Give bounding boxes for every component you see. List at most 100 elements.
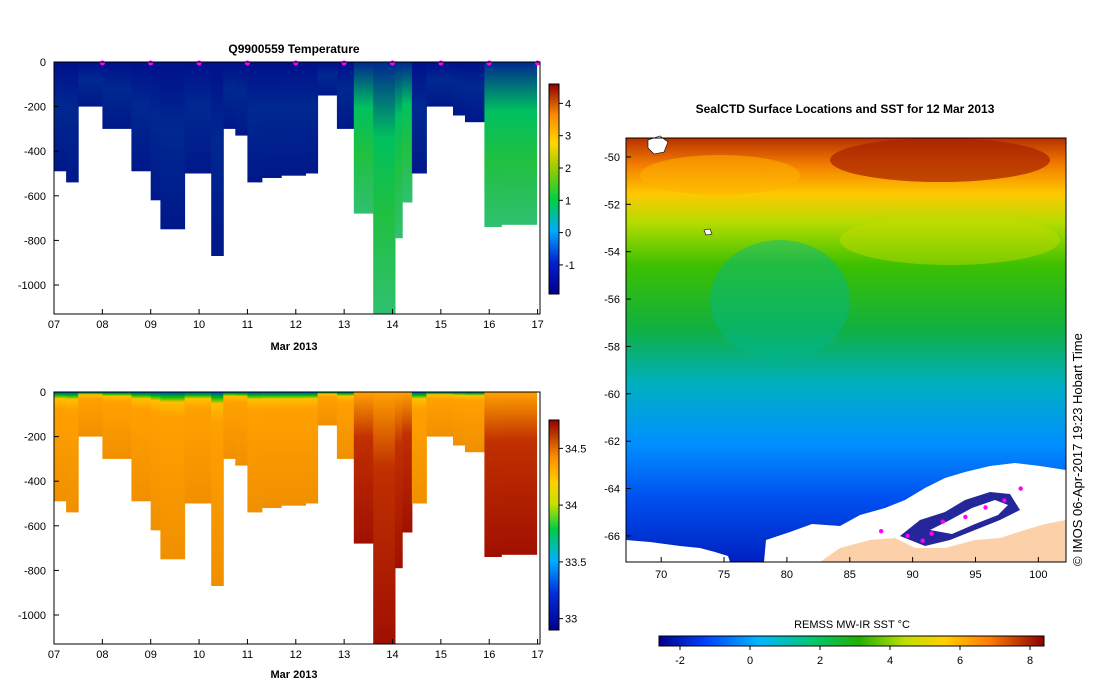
profile-bar xyxy=(223,392,236,459)
y-tick-label: -200 xyxy=(24,102,46,114)
salinity-axes: 07 08 09 10 11 12 13 14 15 16 17 0 -200 -400 -600 -800 -… xyxy=(18,387,544,661)
temperature-profiles xyxy=(54,62,538,314)
profile-bar xyxy=(78,62,103,107)
x-tick-label: 11 xyxy=(242,649,253,661)
profile-bar xyxy=(402,392,413,533)
profile-bar xyxy=(131,392,152,502)
y-tick-label: -400 xyxy=(24,146,46,158)
salinity-panel: 07 08 09 10 11 12 13 14 15 16 17 0 -200 -400 -600 -800 -… xyxy=(18,387,587,681)
temperature-frame xyxy=(53,61,541,315)
y-tick-label: -1000 xyxy=(18,610,46,622)
temperature-colorbar xyxy=(548,83,560,295)
salinity-colorbar-ticks: 33 33.5 34 34.5 xyxy=(559,443,586,626)
profile-bar xyxy=(78,392,103,437)
profile-bar xyxy=(453,62,466,116)
map-axes: 70 75 80 85 90 95 100 -50 -52 -54 -56 -58 -60 -62 -64 -… xyxy=(604,152,1047,581)
x-tick-label: 15 xyxy=(435,649,447,661)
temperature-xlabel: Mar 2013 xyxy=(270,341,317,353)
y-tick-label: -200 xyxy=(24,432,46,444)
sst-colorbar xyxy=(658,635,1045,647)
temperature-colorbar-ticks: -1 0 1 2 3 4 xyxy=(559,98,575,272)
profile-bar xyxy=(317,392,338,426)
colorbar-tick-label: -1 xyxy=(565,260,575,272)
profile-bar xyxy=(54,62,67,172)
profile-bar xyxy=(261,62,282,178)
profile-bar xyxy=(440,62,454,107)
salinity-profiles xyxy=(54,392,538,644)
profile-bar xyxy=(150,62,161,201)
map-y-tick-label: -62 xyxy=(604,436,620,448)
surface-marker xyxy=(486,60,492,66)
map-y-tick-label: -64 xyxy=(604,484,620,496)
profile-bar xyxy=(501,392,517,555)
profile-bar xyxy=(247,392,263,513)
profile-bar xyxy=(336,392,355,459)
map-y-tick-label: -58 xyxy=(604,341,620,353)
profile-bar xyxy=(501,62,517,225)
colorbar-tick-label: 4 xyxy=(565,98,571,110)
y-tick-label: 0 xyxy=(40,387,46,399)
kerguelen-island xyxy=(647,135,669,155)
profile-bar xyxy=(54,392,67,502)
sst-colorbar-ticks: -2 0 2 4 6 8 xyxy=(675,646,1033,667)
sst-colorbar-label: REMSS MW-IR SST °C xyxy=(794,619,910,631)
x-tick-label: 16 xyxy=(483,319,495,331)
sea-ice-west xyxy=(626,540,730,562)
track-point xyxy=(940,519,945,524)
imos-credit: © IMOS 06-Apr-2017 19:23 Hobart Time xyxy=(1070,333,1085,566)
x-tick-label: 14 xyxy=(386,319,398,331)
map-y-tick-label: -60 xyxy=(604,389,620,401)
y-tick-label: -800 xyxy=(24,235,46,247)
x-tick-label: 11 xyxy=(242,319,253,331)
sst-front xyxy=(840,215,1060,265)
profile-bar xyxy=(373,392,396,644)
profile-bar xyxy=(160,392,186,560)
profile-bar xyxy=(281,62,306,176)
sst-colorbar-tick-label: -2 xyxy=(675,655,685,667)
profile-bar xyxy=(440,392,454,437)
coastal-ice xyxy=(930,500,1008,534)
sst-colorbar-tick-label: 4 xyxy=(887,655,893,667)
sst-colorbar-tick-label: 6 xyxy=(957,655,963,667)
profile-bar xyxy=(336,62,355,129)
x-tick-label: 15 xyxy=(435,319,447,331)
surface-marker xyxy=(535,60,541,66)
x-tick-label: 10 xyxy=(193,319,205,331)
x-tick-label: 08 xyxy=(96,319,108,331)
map-y-tick-label: -52 xyxy=(604,199,620,211)
profile-bar xyxy=(66,392,79,513)
profile-bar xyxy=(305,62,319,174)
profile-bar xyxy=(235,392,248,466)
map-x-tick-label: 75 xyxy=(718,569,730,581)
salinity-xlabel: Mar 2013 xyxy=(270,669,317,681)
sst-warm-patch-west xyxy=(640,155,800,195)
track-point xyxy=(983,505,988,510)
surface-marker xyxy=(148,60,154,66)
profile-bar xyxy=(394,392,403,569)
colorbar-tick-label: 33.5 xyxy=(565,557,586,569)
profile-bar xyxy=(394,62,403,239)
map-x-tick-label: 90 xyxy=(907,569,919,581)
heard-island xyxy=(703,228,713,236)
profile-bar xyxy=(453,392,466,446)
colorbar-tick-label: 2 xyxy=(565,163,571,175)
colorbar-tick-label: 0 xyxy=(565,228,571,240)
track-point xyxy=(879,529,884,534)
colorbar-tick-label: 33 xyxy=(565,614,577,626)
salinity-colorbar xyxy=(548,419,560,631)
map-x-tick-label: 100 xyxy=(1029,569,1047,581)
profile-bar xyxy=(184,62,212,174)
map-y-tick-label: -56 xyxy=(604,294,620,306)
x-tick-label: 10 xyxy=(193,649,205,661)
profile-bar xyxy=(353,392,374,544)
track-point xyxy=(920,538,925,543)
profile-bar xyxy=(247,62,263,183)
track-point xyxy=(1002,498,1007,503)
y-tick-label: -600 xyxy=(24,191,46,203)
colorbar-tick-label: 34.5 xyxy=(565,443,586,455)
x-tick-label: 17 xyxy=(531,319,543,331)
profile-bar xyxy=(484,392,502,557)
surface-marker xyxy=(390,60,395,66)
map-x-tick-label: 80 xyxy=(781,569,793,581)
